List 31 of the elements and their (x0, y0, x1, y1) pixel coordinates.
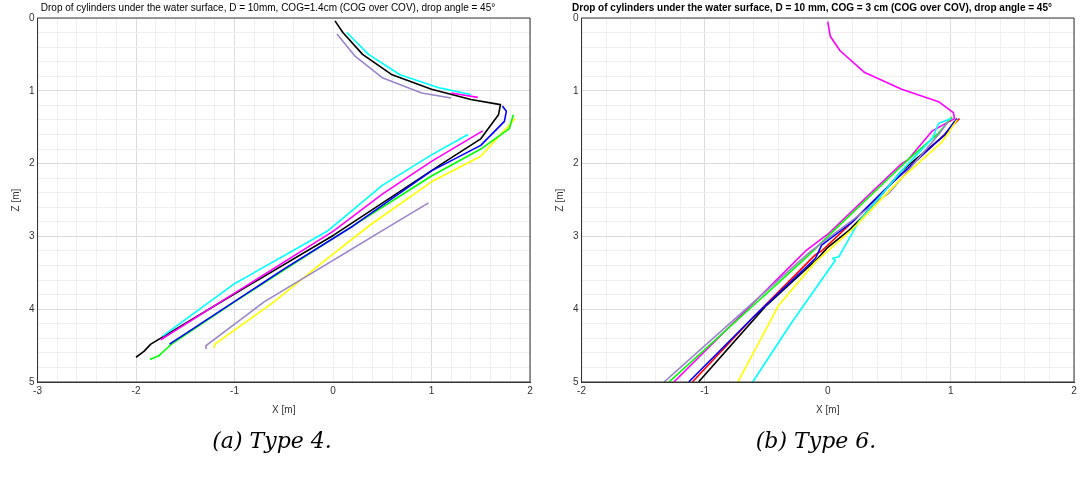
y-axis-title: Z [m] (553, 188, 565, 212)
x-tick-label: -1 (230, 384, 240, 396)
x-tick-label: 0 (825, 384, 831, 396)
y-tick-label: 1 (573, 84, 579, 96)
x-tick-label: -2 (577, 384, 587, 396)
y-tick-label: 0 (573, 11, 579, 23)
y-tick-label: 1 (29, 84, 35, 96)
y-tick-label: 4 (573, 302, 579, 314)
chart-title: Drop of cylinders under the water surface, D = 10 mm, COG = 3 cm (COG over COV), drop angle = 45° (572, 1, 1052, 13)
y-tick-label: 3 (573, 230, 579, 242)
y-tick-label: 2 (29, 157, 35, 169)
x-tick-label: -3 (33, 384, 43, 396)
x-tick-label: -1 (700, 384, 710, 396)
y-tick-label: 5 (573, 375, 579, 387)
x-axis-title: X [m] (272, 403, 296, 415)
x-tick-label: 1 (948, 384, 955, 396)
y-tick-label: 4 (29, 302, 35, 314)
x-tick-label: 2 (1071, 384, 1078, 396)
x-axis-title: X [m] (816, 403, 840, 415)
y-tick-label: 5 (29, 375, 35, 387)
text: (b) Type 6. (754, 428, 878, 453)
x-tick-label: 2 (527, 384, 534, 396)
y-axis-title: Z [m] (9, 188, 21, 212)
x-tick-label: -2 (131, 384, 141, 396)
y-tick-label: 3 (29, 230, 35, 242)
chart-title: Drop of cylinders under the water surface, D = 10mm, COG=1.4cm (COG over COV), drop angle = 45° (40, 1, 496, 13)
y-tick-label: 2 (573, 157, 579, 169)
y-tick-label: 0 (29, 11, 35, 23)
text: (a) Type 4. (211, 428, 333, 453)
x-tick-label: 0 (330, 384, 337, 396)
x-tick-label: 1 (428, 384, 435, 396)
